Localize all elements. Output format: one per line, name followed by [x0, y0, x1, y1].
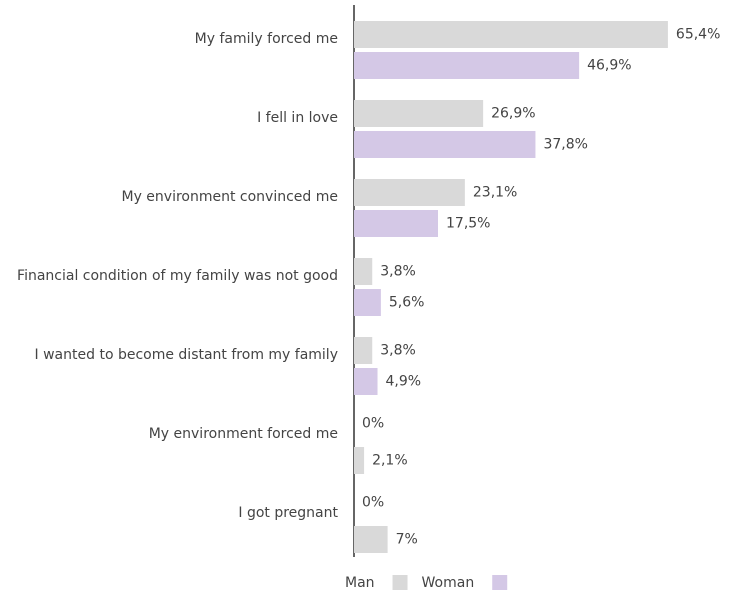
category-label: I wanted to become distant from my famil… — [35, 347, 338, 363]
value-label: 5,6% — [389, 295, 425, 311]
value-label: 2,1% — [372, 453, 408, 469]
category-label: I got pregnant — [238, 505, 338, 521]
value-label: 17,5% — [446, 216, 490, 232]
legend-swatch — [392, 575, 408, 590]
bar — [354, 447, 365, 474]
value-label: 3,8% — [380, 343, 416, 359]
category-label: Financial condition of my family was not… — [17, 268, 338, 284]
value-label: 65,4% — [676, 27, 720, 43]
legend-label: Woman — [422, 575, 475, 591]
value-label: 7% — [396, 532, 418, 548]
bar — [354, 21, 668, 48]
category-label: I fell in love — [257, 110, 338, 126]
value-label: 26,9% — [491, 106, 535, 122]
bar — [354, 179, 465, 206]
bar — [354, 52, 580, 79]
value-label: 3,8% — [380, 264, 416, 280]
category-label: My environment convinced me — [121, 189, 338, 205]
legend-label: Man — [345, 575, 375, 591]
value-label: 46,9% — [587, 58, 631, 74]
bar — [354, 289, 381, 316]
value-label: 4,9% — [386, 374, 422, 390]
bar — [354, 337, 373, 364]
bar — [354, 258, 373, 285]
bar — [354, 368, 378, 395]
bar — [354, 526, 388, 553]
category-label: My environment forced me — [149, 426, 338, 442]
value-label: 0% — [362, 416, 384, 432]
category-label: My family forced me — [195, 31, 338, 47]
value-label: 0% — [362, 495, 384, 511]
value-label: 37,8% — [543, 137, 587, 153]
bar — [354, 100, 484, 127]
legend-swatch — [492, 575, 508, 590]
value-label: 23,1% — [473, 185, 517, 201]
bar — [354, 210, 438, 237]
bar — [354, 131, 536, 158]
